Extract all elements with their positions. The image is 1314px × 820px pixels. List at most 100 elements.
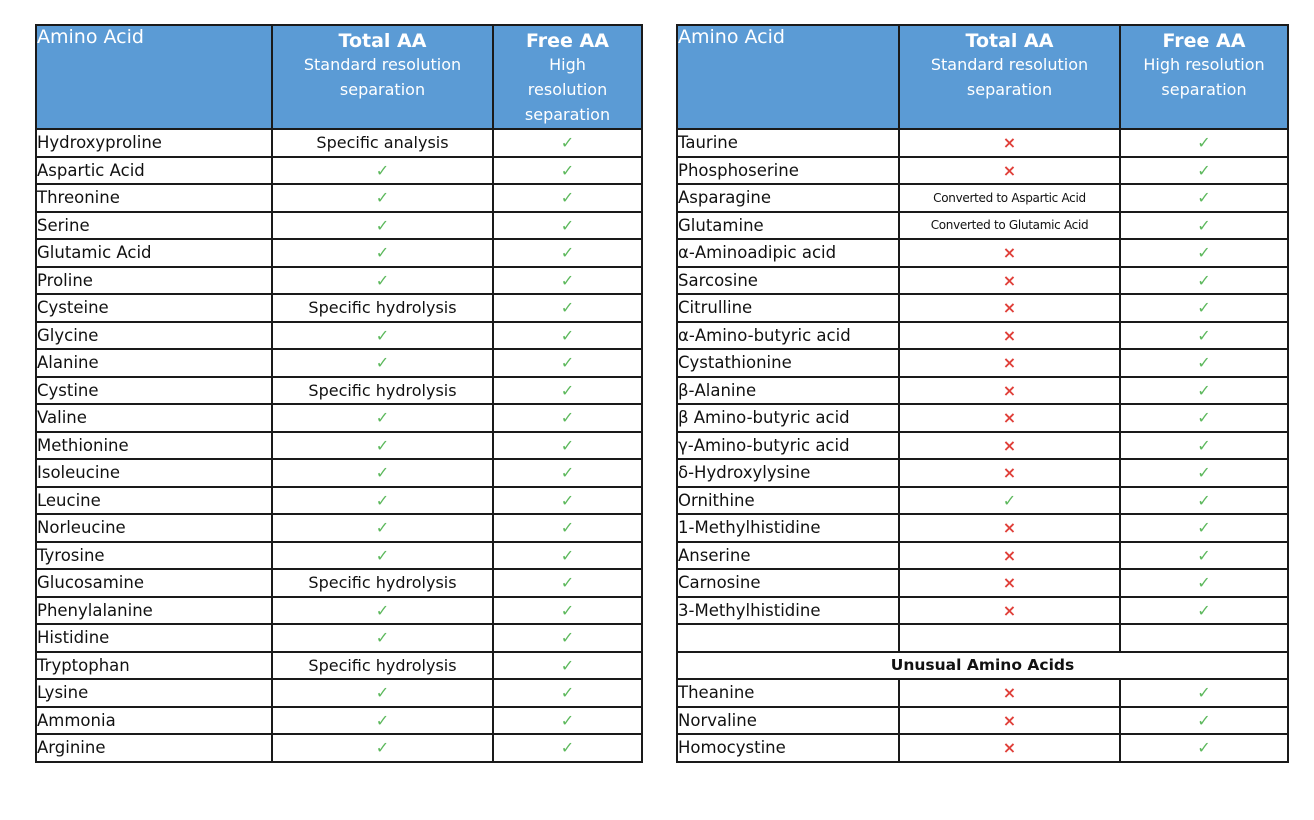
empty-row <box>676 623 1289 653</box>
table-row: 1-Methylhistidine × ✓ <box>676 513 1289 543</box>
free-check-icon: ✓ <box>492 678 643 708</box>
total-check-icon: ✓ <box>271 430 494 460</box>
free-aa-title: Free AA <box>526 30 609 52</box>
total-check-icon: ✓ <box>271 183 494 213</box>
amino-acid-name: Isoleucine <box>35 458 273 488</box>
total-method-note: Converted to Glutamic Acid <box>898 210 1121 240</box>
free-check-icon: ✓ <box>492 238 643 268</box>
total-aa-title: Total AA <box>338 30 427 52</box>
total-method-note: Specific hydrolysis <box>271 375 494 405</box>
free-aa-title: Free AA <box>1162 30 1246 52</box>
table-row: Ammonia ✓ ✓ <box>35 705 643 735</box>
table-row: Phosphoserine × ✓ <box>676 155 1289 185</box>
table-row: α-Amino-butyric acid × ✓ <box>676 320 1289 350</box>
amino-acid-name: Anserine <box>676 540 900 570</box>
amino-acid-name: Ornithine <box>676 485 900 515</box>
total-check-icon: ✓ <box>271 155 494 185</box>
total-check-icon: ✓ <box>898 485 1121 515</box>
total-check-icon: ✓ <box>271 485 494 515</box>
free-check-icon: ✓ <box>1119 678 1289 708</box>
amino-acid-name: Tyrosine <box>35 540 273 570</box>
amino-acid-name: α-Amino-butyric acid <box>676 320 900 350</box>
amino-acid-name: Serine <box>35 210 273 240</box>
total-cross-icon: × <box>898 513 1121 543</box>
empty-cell <box>676 623 900 653</box>
table-row: Proline ✓ ✓ <box>35 265 643 295</box>
total-aa-subtitle: Standard resolution separation <box>930 55 1089 99</box>
amino-acid-name: Phosphoserine <box>676 155 900 185</box>
free-check-icon: ✓ <box>492 320 643 350</box>
total-cross-icon: × <box>898 458 1121 488</box>
header-row: Amino Acid Total AA Standard resolution … <box>35 24 643 130</box>
amino-acid-name: Sarcosine <box>676 265 900 295</box>
right-amino-acid-table: Amino Acid Total AA Standard resolution … <box>676 24 1289 763</box>
table-row: Histidine ✓ ✓ <box>35 623 643 653</box>
total-cross-icon: × <box>898 568 1121 598</box>
amino-acid-name: Homocystine <box>676 733 900 763</box>
total-cross-icon: × <box>898 540 1121 570</box>
free-aa-header: Free AA High resolution separation <box>1119 24 1289 130</box>
total-cross-icon: × <box>898 238 1121 268</box>
total-check-icon: ✓ <box>271 733 494 763</box>
table-row: Ornithine ✓ ✓ <box>676 485 1289 515</box>
total-aa-title: Total AA <box>965 30 1054 52</box>
table-row: Arginine ✓ ✓ <box>35 733 643 763</box>
amino-acid-name: Carnosine <box>676 568 900 598</box>
total-check-icon: ✓ <box>271 705 494 735</box>
table-row: Glycine ✓ ✓ <box>35 320 643 350</box>
free-check-icon: ✓ <box>1119 733 1289 763</box>
unusual-amino-acids-heading: Unusual Amino Acids <box>676 650 1289 680</box>
total-cross-icon: × <box>898 678 1121 708</box>
free-check-icon: ✓ <box>1119 128 1289 158</box>
table-row: β-Alanine × ✓ <box>676 375 1289 405</box>
free-check-icon: ✓ <box>492 513 643 543</box>
free-check-icon: ✓ <box>1119 183 1289 213</box>
amino-acid-name: 1-Methylhistidine <box>676 513 900 543</box>
table-row: Alanine ✓ ✓ <box>35 348 643 378</box>
free-aa-subtitle: High resolution separation <box>1143 55 1265 99</box>
table-row: Cystine Specific hydrolysis ✓ <box>35 375 643 405</box>
amino-acid-name: Glutamic Acid <box>35 238 273 268</box>
amino-acid-name: Arginine <box>35 733 273 763</box>
amino-acid-name: Histidine <box>35 623 273 653</box>
free-check-icon: ✓ <box>1119 238 1289 268</box>
total-check-icon: ✓ <box>271 265 494 295</box>
total-check-icon: ✓ <box>271 320 494 350</box>
table-row: Homocystine × ✓ <box>676 733 1289 763</box>
free-check-icon: ✓ <box>1119 293 1289 323</box>
amino-acid-name: α-Aminoadipic acid <box>676 238 900 268</box>
table-row: Isoleucine ✓ ✓ <box>35 458 643 488</box>
empty-cell <box>1119 623 1289 653</box>
amino-acid-name: Ammonia <box>35 705 273 735</box>
table-row: Aspartic Acid ✓ ✓ <box>35 155 643 185</box>
total-cross-icon: × <box>898 705 1121 735</box>
table-row: Glutamine Converted to Glutamic Acid ✓ <box>676 210 1289 240</box>
total-method-note: Converted to Aspartic Acid <box>898 183 1121 213</box>
table-row: Phenylalanine ✓ ✓ <box>35 595 643 625</box>
free-check-icon: ✓ <box>492 348 643 378</box>
amino-acid-name: Cystathionine <box>676 348 900 378</box>
amino-acid-name: β Amino-butyric acid <box>676 403 900 433</box>
table-row: Serine ✓ ✓ <box>35 210 643 240</box>
table-row: Leucine ✓ ✓ <box>35 485 643 515</box>
table-row: Valine ✓ ✓ <box>35 403 643 433</box>
total-method-note: Specific hydrolysis <box>271 568 494 598</box>
free-aa-header: Free AA High resolution separation <box>492 24 643 130</box>
total-cross-icon: × <box>898 403 1121 433</box>
table-row: Norleucine ✓ ✓ <box>35 513 643 543</box>
amino-acid-name: Theanine <box>676 678 900 708</box>
table-row: Lysine ✓ ✓ <box>35 678 643 708</box>
table-row: Methionine ✓ ✓ <box>35 430 643 460</box>
amino-acid-name: Alanine <box>35 348 273 378</box>
header-row: Amino Acid Total AA Standard resolution … <box>676 24 1289 130</box>
total-check-icon: ✓ <box>271 595 494 625</box>
total-method-note: Specific hydrolysis <box>271 293 494 323</box>
total-aa-subtitle: Standard resolution separation <box>303 55 462 99</box>
free-check-icon: ✓ <box>492 430 643 460</box>
total-cross-icon: × <box>898 293 1121 323</box>
table-row: Taurine × ✓ <box>676 128 1289 158</box>
amino-acid-name: Hydroxyproline <box>35 128 273 158</box>
free-check-icon: ✓ <box>492 733 643 763</box>
amino-acid-name: Valine <box>35 403 273 433</box>
amino-acid-name: 3-Methylhistidine <box>676 595 900 625</box>
